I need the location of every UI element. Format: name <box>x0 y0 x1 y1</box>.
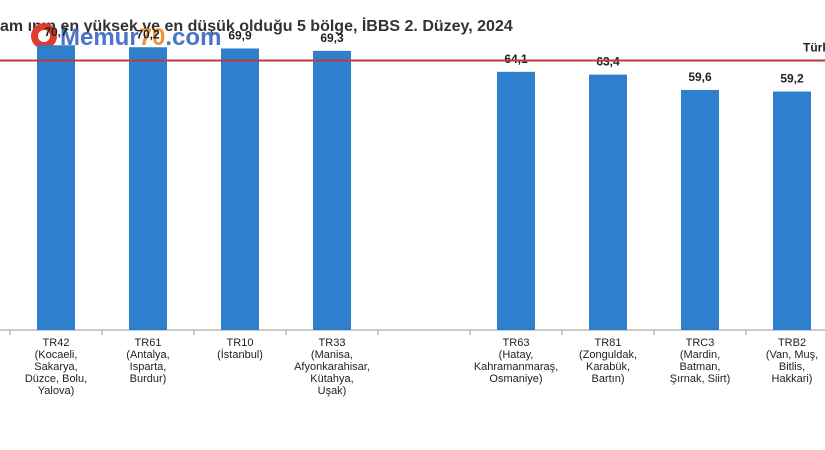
x-tick-label: Isparta, <box>130 361 167 373</box>
watermark-text: Memur70.com <box>60 24 221 51</box>
value-label: 69,3 <box>320 31 344 45</box>
value-label: 59,2 <box>780 72 804 86</box>
reference-label: Türk <box>803 41 825 55</box>
bar <box>129 47 167 330</box>
x-tick-label: Bitlis, <box>779 361 805 373</box>
chart-title: am ının en yüksek ve en düşük olduğu 5 b… <box>0 17 513 35</box>
watermark-part: 70 <box>139 24 166 51</box>
x-tick-label: Şırnak, Siirt) <box>670 373 731 385</box>
x-tick-label: Sakarya, <box>34 361 77 373</box>
x-tick-label: (Mardin, <box>680 349 720 361</box>
watermark-part: .com <box>165 24 221 51</box>
x-tick-label: Hakkari) <box>772 373 813 385</box>
watermark-logo-inner <box>38 30 50 42</box>
x-tick-label: TR42 <box>43 337 70 349</box>
bar <box>37 45 75 330</box>
value-label: 70,7 <box>44 25 68 39</box>
x-tick-label: Batman, <box>680 361 721 373</box>
x-tick-label: TRB2 <box>778 337 806 349</box>
x-tick-label: Düzce, Bolu, <box>25 373 87 385</box>
x-tick-label: Uşak) <box>318 385 347 397</box>
x-tick-label: Afyonkarahisar, <box>294 361 370 373</box>
x-tick-label: TR81 <box>595 337 622 349</box>
value-label: 59,6 <box>688 70 712 84</box>
x-tick-label: Karabük, <box>586 361 630 373</box>
x-tick-label: TR33 <box>319 337 346 349</box>
x-tick-label: TRC3 <box>686 337 715 349</box>
x-tick-label: TR10 <box>227 337 254 349</box>
x-tick-label: Kütahya, <box>310 373 353 385</box>
bar <box>681 89 719 330</box>
watermark: Memur70.com <box>31 23 221 51</box>
bar <box>221 48 259 330</box>
bar <box>313 50 351 330</box>
x-tick-label: (Manisa, <box>311 349 353 361</box>
x-tick-label: Kahramanmaraş, <box>474 361 558 373</box>
x-tick-label: Osmaniye) <box>489 373 542 385</box>
x-tick-label: TR63 <box>503 337 530 349</box>
x-tick-label: Burdur) <box>130 373 167 385</box>
x-tick-label: (Antalya, <box>126 349 169 361</box>
x-tick-label: Bartın) <box>591 373 624 385</box>
value-label: 64,1 <box>504 52 528 66</box>
x-tick-label: (Hatay, <box>499 349 534 361</box>
x-tick-label: (İstanbul) <box>217 348 263 361</box>
value-label: 63,4 <box>596 55 620 69</box>
x-tick-label: (Kocaeli, <box>35 349 78 361</box>
x-tick-label: (Van, Muş, <box>766 349 818 361</box>
x-tick-label: (Zonguldak, <box>579 349 637 361</box>
value-label: 69,9 <box>228 28 252 42</box>
value-label: 70,2 <box>136 27 160 41</box>
bar <box>497 71 535 330</box>
bar <box>589 74 627 330</box>
bar <box>773 91 811 330</box>
x-tick-label: TR61 <box>135 337 162 349</box>
x-tick-label: Yalova) <box>38 385 74 397</box>
